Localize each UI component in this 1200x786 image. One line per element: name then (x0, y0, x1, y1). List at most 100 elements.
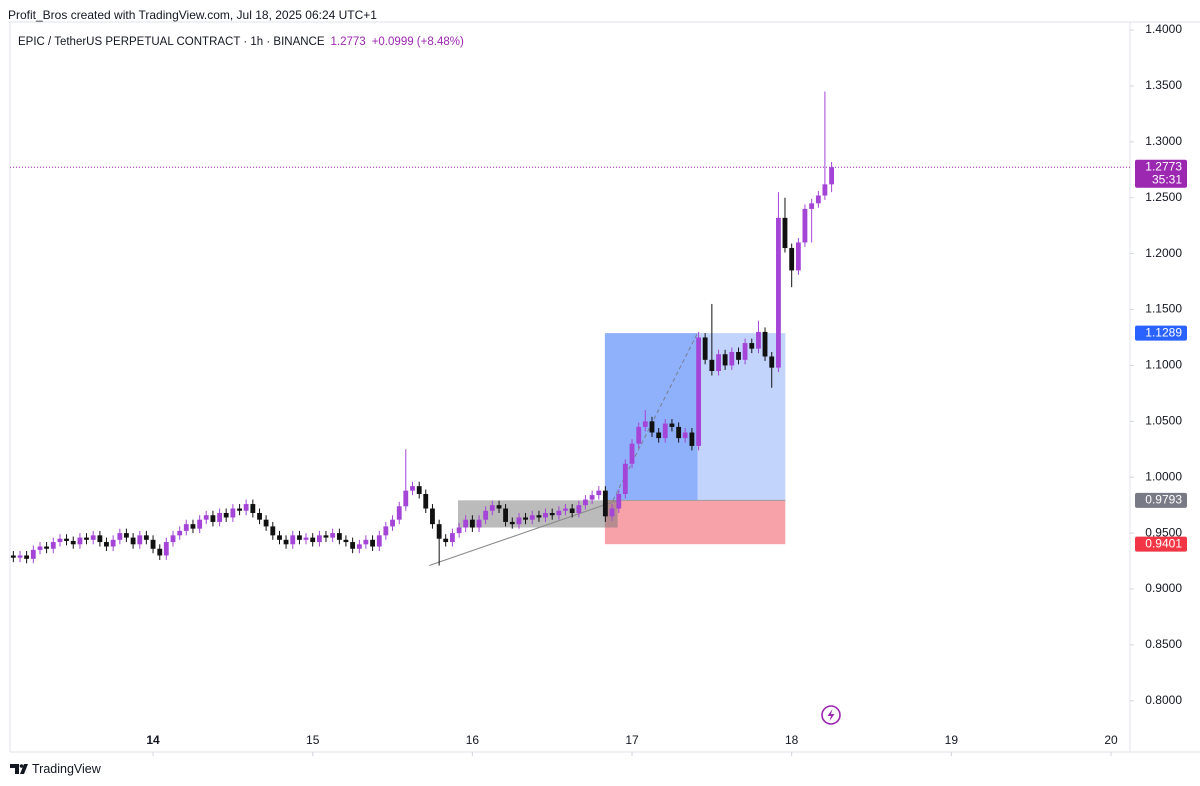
candle-body (809, 203, 815, 209)
candle-body (795, 242, 801, 271)
candle-body (769, 356, 775, 368)
candle-body (602, 490, 608, 517)
x-tick-label: 20 (1104, 733, 1118, 747)
candle-body (596, 490, 602, 496)
y-tick-label: 0.8500 (1145, 637, 1182, 651)
candle-body (716, 354, 721, 372)
last-price: 1.2773 (331, 36, 366, 48)
candle-body (104, 542, 109, 547)
candle-body (496, 505, 502, 509)
candle-body (17, 555, 23, 558)
candle-body (463, 519, 469, 528)
candle-body (822, 184, 828, 196)
candle-body (742, 343, 748, 360)
trend-line (429, 499, 618, 567)
y-tick-label: 1.2500 (1145, 190, 1182, 204)
y-tick-label: 1.2000 (1145, 246, 1182, 260)
candle-body (270, 526, 276, 536)
candle-body (676, 426, 682, 439)
candle-body (137, 535, 143, 545)
stop-zone (604, 500, 786, 545)
candle-body (403, 490, 409, 507)
candle-body (390, 519, 395, 527)
candle-body (317, 535, 322, 543)
candle-body (616, 493, 622, 509)
candle-body (669, 423, 675, 427)
target-price-label-box (1135, 325, 1187, 341)
y-tick-label: 1.4000 (1145, 22, 1182, 36)
lightning-icon (821, 705, 841, 725)
candle-body (430, 508, 435, 525)
candle-body (443, 538, 449, 543)
candle-body (210, 515, 216, 522)
candle-body (609, 508, 615, 517)
candle-body (489, 505, 495, 511)
brand-logo-dot (19, 764, 24, 768)
candle-body (589, 495, 595, 500)
candle-body (549, 512, 555, 516)
stop-price-label: 0.9401 (1145, 536, 1182, 550)
candle-body (696, 337, 702, 446)
candle-body (170, 535, 176, 543)
candle-body (629, 443, 635, 464)
last-price-label-box (1135, 159, 1187, 188)
candle-body (729, 352, 735, 366)
candle-body (290, 535, 296, 545)
candle-body (689, 432, 695, 446)
candle-body (536, 515, 542, 518)
candle-body (150, 539, 156, 549)
candle-body (177, 530, 183, 536)
stop-price-label-box (1135, 536, 1187, 552)
candle-body (709, 359, 715, 372)
x-tick-label: 19 (945, 733, 959, 747)
target-price-label: 1.1289 (1145, 325, 1182, 339)
x-tick-label: 14 (146, 733, 160, 747)
candle-body (436, 524, 442, 539)
candle-body (370, 539, 375, 547)
candle-body (636, 426, 642, 444)
credit: Profit_Bros created with TradingView.com… (8, 8, 377, 22)
candle-body (243, 504, 249, 511)
entry-price-label-box (1135, 492, 1187, 508)
candle-body (356, 544, 362, 549)
candle-body (523, 517, 528, 520)
candle-body (57, 538, 63, 543)
candle-body (336, 533, 342, 540)
candle-body (297, 535, 302, 540)
last-price-label: 1.2773 (1145, 159, 1182, 173)
y-tick-label: 1.0500 (1145, 413, 1182, 427)
candle-body (24, 555, 30, 559)
candle-body (84, 537, 89, 540)
entry-price-label: 0.9793 (1145, 493, 1182, 507)
y-tick-label: 1.1500 (1145, 302, 1182, 316)
candle-body (543, 512, 548, 518)
candle-body (476, 519, 482, 528)
candle-body (423, 493, 429, 509)
candle-body (702, 337, 708, 360)
candle-body (529, 515, 535, 520)
candle-body (283, 539, 289, 545)
candle-body (622, 463, 628, 494)
annotations (10, 166, 1130, 567)
candle-body (762, 331, 768, 357)
candle-body (416, 486, 422, 494)
x-tick-label: 15 (306, 733, 320, 747)
candle-body (310, 537, 316, 543)
candle-body (722, 354, 728, 366)
last-price-label-countdown: 35:31 (1152, 172, 1182, 186)
candle-body (509, 521, 515, 525)
candle-body (516, 517, 522, 525)
candle-body (10, 555, 16, 558)
brand: TradingView (10, 762, 102, 776)
candle-body (303, 537, 309, 540)
candle-body (183, 524, 189, 531)
candle-body (782, 217, 788, 249)
candle-body (64, 538, 69, 541)
target-zone (604, 333, 698, 501)
y-tick-label: 1.3000 (1145, 134, 1182, 148)
candle-body (257, 512, 262, 520)
icon-bolt (827, 709, 835, 721)
candle-body (410, 486, 415, 491)
candle-body (330, 533, 336, 538)
